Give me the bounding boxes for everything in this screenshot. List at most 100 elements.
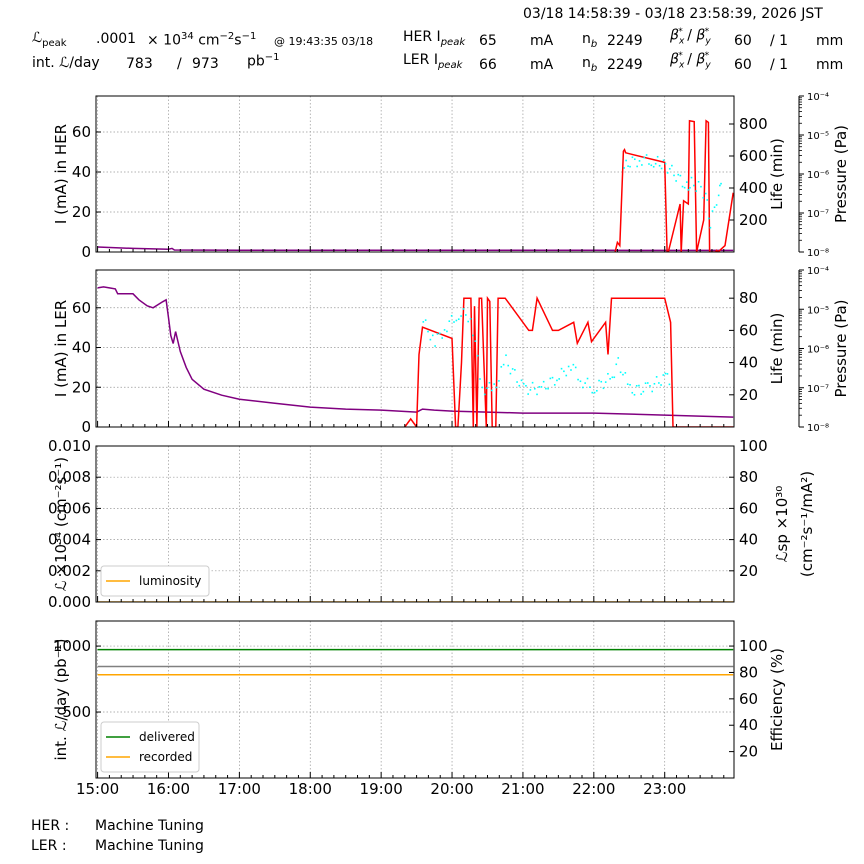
panel-integrated_luminosity (95, 620, 735, 779)
integrated-recorded-value: 973 (192, 56, 219, 72)
her-status-value: Machine Tuning (95, 818, 204, 834)
pressure-point (645, 154, 648, 156)
pressure-point (596, 389, 598, 392)
pressure-point (567, 365, 570, 368)
pressure-point (622, 373, 624, 376)
time-range: 03/18 14:58:39 - 03/18 23:58:39, 2026 JS… (523, 6, 823, 22)
pressure-point (629, 165, 631, 168)
plot-frame (95, 95, 735, 253)
pressure-point (502, 363, 505, 366)
pressure-point (598, 379, 600, 382)
pressure-point (708, 217, 710, 220)
pressure-point (715, 204, 718, 206)
pressure-point (469, 318, 472, 320)
pressure-point (507, 364, 510, 367)
pressure-point (675, 180, 677, 182)
pressure-point (658, 164, 661, 167)
pressure-point (424, 319, 427, 321)
panel-ler_current (95, 269, 804, 428)
x-tick-label: 20:00 (430, 780, 473, 798)
y2-tick-label: 20 (739, 743, 758, 761)
legend-box (100, 721, 200, 773)
y-tick-label: 0.008 (48, 468, 91, 486)
pressure-point (617, 357, 620, 359)
pressure-point (453, 321, 455, 323)
pressure-point (656, 155, 659, 158)
her-ipeak-label: HER Ipeak (403, 29, 466, 48)
pressure-point (631, 156, 634, 159)
life-line (404, 295, 734, 427)
pressure-point (505, 354, 507, 357)
current-line (97, 286, 734, 418)
pressure-point (713, 206, 716, 209)
y-axis-label: int. ℒ/day (pb⁻¹) (52, 639, 70, 761)
y2-axis-label: Life (min) (768, 138, 786, 210)
pressure-point (582, 386, 584, 389)
pressure-point (633, 393, 636, 396)
pressure-point (664, 372, 667, 375)
pressure-point (511, 368, 514, 370)
pressure-point (560, 367, 563, 370)
pressure-point (427, 330, 429, 333)
pressure-tick-label: 10⁻⁷ (807, 384, 829, 395)
plot-frame (95, 445, 735, 603)
pressure-point (536, 393, 538, 396)
y2-tick-label: 600 (739, 147, 768, 165)
pressure-point (693, 184, 695, 187)
pressure-point (579, 380, 582, 383)
y-tick-label: 0.004 (48, 531, 91, 549)
pressure-point (677, 173, 680, 176)
pressure-point (472, 334, 474, 337)
pressure-point (604, 381, 607, 383)
pressure-point (525, 384, 527, 387)
pressure-point (719, 184, 721, 187)
ler-nb-label: nb (582, 55, 598, 74)
y2-tick-label: 80 (739, 289, 758, 307)
y-tick-label: 0 (81, 243, 91, 261)
luminosity-peak-label: ℒpeak (32, 30, 67, 49)
y-tick-label: 0.002 (48, 562, 91, 580)
pressure-point (534, 387, 536, 390)
pressure-point (516, 381, 518, 383)
y2-tick-label: 40 (739, 716, 758, 734)
pressure-point (467, 320, 469, 323)
pressure-point (460, 315, 462, 317)
luminosity-peak-time: @ 19:43:35 03/18 (274, 35, 374, 48)
y2-tick-label: 40 (739, 354, 758, 372)
y2-tick-label: 400 (739, 179, 768, 197)
y2-axis-label: ℒsp ×10³⁰ (773, 486, 791, 563)
pressure-point (624, 372, 627, 374)
panel-luminosity (95, 445, 735, 603)
ler-nb-value: 2249 (607, 57, 643, 73)
pressure-point (668, 383, 671, 386)
her-ipeak-value: 65 (479, 33, 497, 49)
y2-tick-label: 20 (739, 386, 758, 404)
pressure-point (611, 376, 614, 379)
pressure-axis-label: Pressure (Pa) (832, 125, 850, 223)
pressure-axis-label: Pressure (Pa) (832, 299, 850, 397)
y-tick-label: 40 (72, 339, 91, 357)
y-axis-label: I (mA) in HER (52, 124, 70, 224)
pressure-point (589, 386, 591, 389)
y2-tick-label: 800 (739, 115, 768, 133)
pressure-point (434, 345, 436, 347)
pressure-point (457, 318, 460, 321)
pressure-point (549, 377, 552, 380)
pressure-point (483, 393, 486, 396)
pressure-point (518, 384, 521, 387)
integrated-slash: / (177, 56, 182, 72)
her-beta-y: / 1 (770, 33, 789, 49)
integrated-luminosity-label: int. ℒ/day (32, 55, 100, 71)
pressure-point (455, 319, 458, 322)
pressure-point (556, 379, 558, 382)
pressure-point (654, 162, 657, 165)
y2-axis-label-2: (cm⁻²s⁻¹/mA²) (798, 471, 816, 577)
pressure-tick-label: 10⁻⁷ (807, 209, 829, 220)
her-beta-x: 60 (734, 33, 752, 49)
pressure-point (638, 384, 640, 387)
her-nb-label: nb (582, 31, 598, 50)
x-tick-label: 16:00 (147, 780, 190, 798)
pressure-point (481, 386, 484, 389)
ler-beta-label: βx* / βy* (670, 51, 711, 71)
